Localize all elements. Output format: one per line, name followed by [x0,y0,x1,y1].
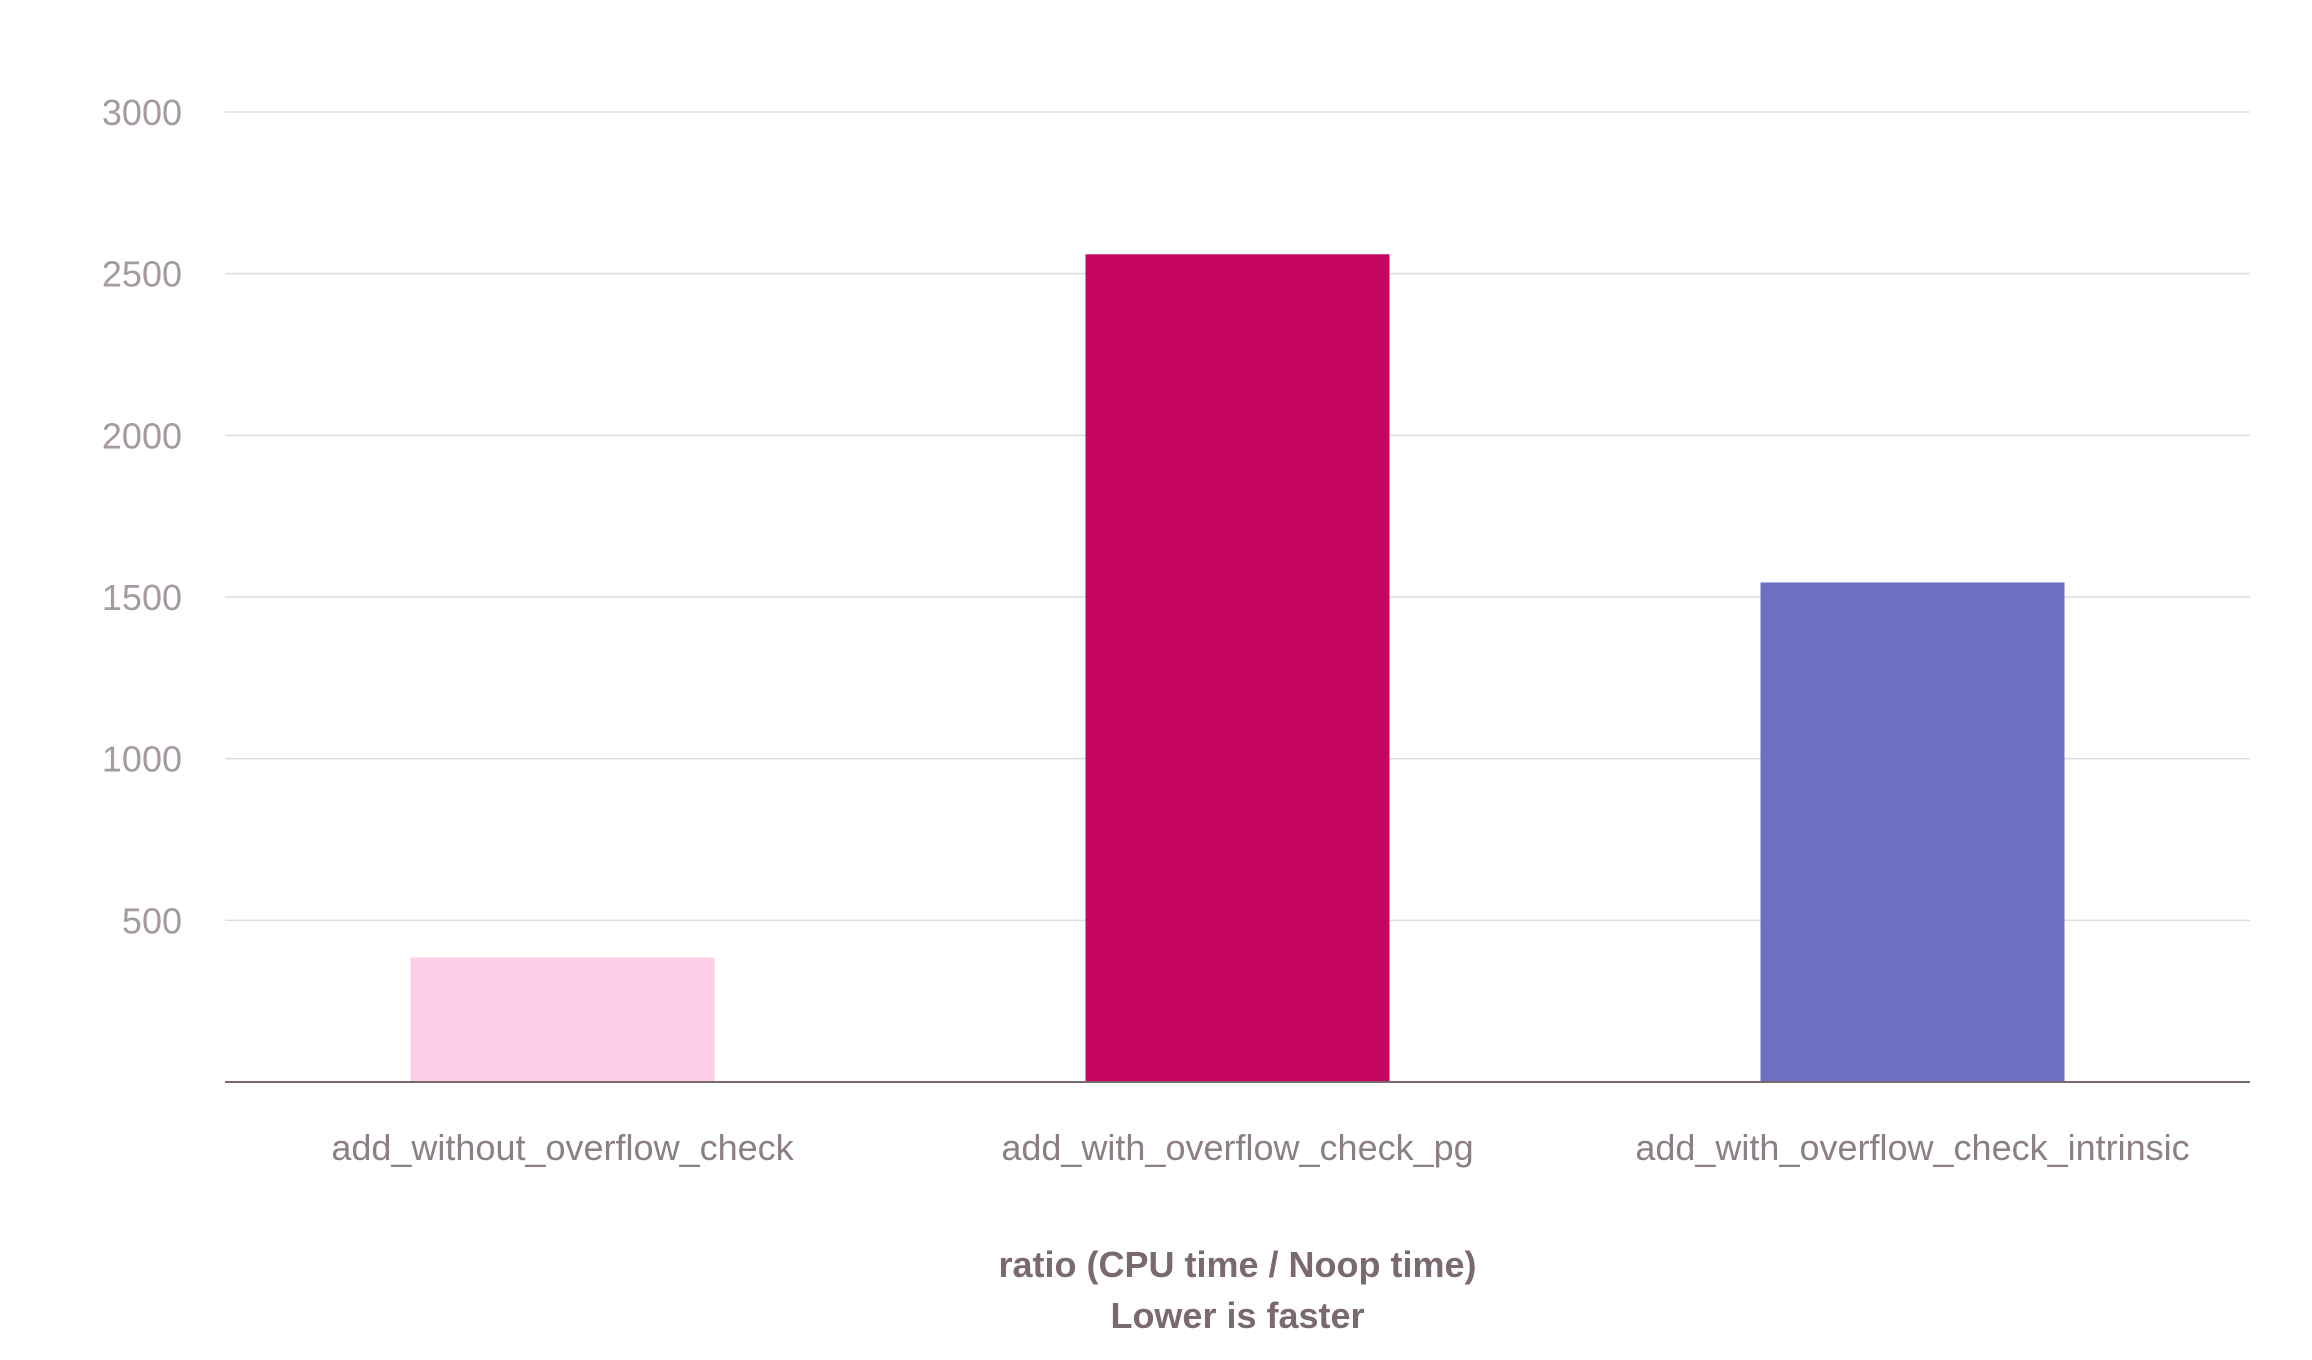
y-tick-label: 500 [122,900,182,941]
y-tick-label: 1000 [102,739,182,780]
y-tick-label: 1500 [102,577,182,618]
x-axis-sublabel: Lower is faster [1110,1295,1364,1336]
x-axis-ticks: add_without_overflow_check add_with_overf… [331,1127,2189,1168]
y-axis-ticks: 500 1000 1500 2000 2500 3000 [102,92,182,941]
bar-add_with_overflow_check_pg [1085,254,1390,1082]
bars [410,254,2065,1082]
y-tick-label: 2000 [102,415,182,456]
x-tick-label: add_with_overflow_check_intrinsic [1635,1127,2189,1168]
bar-add_without_overflow_check [410,957,715,1082]
x-axis-label: ratio (CPU time / Noop time) [998,1244,1476,1285]
x-tick-label: add_with_overflow_check_pg [1001,1127,1473,1168]
y-tick-label: 3000 [102,92,182,133]
x-tick-label: add_without_overflow_check [331,1127,794,1168]
y-tick-label: 2500 [102,254,182,295]
bar-add_with_overflow_check_intrinsic [1760,582,2065,1082]
